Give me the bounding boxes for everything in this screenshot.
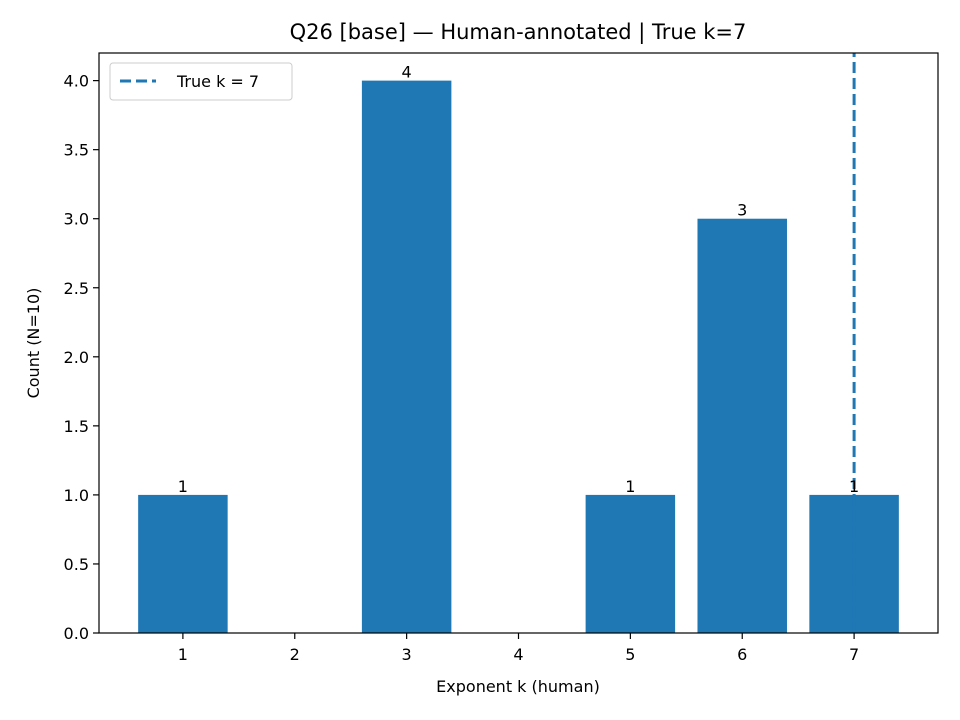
x-tick-label: 4 bbox=[513, 645, 523, 664]
x-axis-label: Exponent k (human) bbox=[436, 677, 600, 696]
bar-k-3 bbox=[361, 80, 452, 634]
x-tick-label: 7 bbox=[849, 645, 859, 664]
bar-value-label-k-3: 4 bbox=[402, 63, 412, 82]
bars-layer bbox=[138, 80, 899, 634]
bar-k-1 bbox=[138, 494, 228, 633]
x-tick-label: 3 bbox=[402, 645, 412, 664]
y-tick-label: 2.5 bbox=[64, 279, 89, 298]
y-tick-label: 4.0 bbox=[64, 72, 89, 91]
bar-k-5 bbox=[585, 494, 676, 633]
x-axis-ticks: 1 2 3 4 5 6 7 bbox=[178, 633, 859, 664]
bar-value-label-k-6: 3 bbox=[737, 201, 747, 220]
bar-k-6 bbox=[697, 218, 787, 633]
x-tick-label: 1 bbox=[178, 645, 188, 664]
bar-value-labels: 1 4 1 3 1 bbox=[178, 63, 859, 496]
legend-entry-label: True k = 7 bbox=[176, 72, 259, 91]
y-axis-label: Count (N=10) bbox=[24, 288, 43, 399]
bar-value-label-k-1: 1 bbox=[178, 477, 188, 496]
x-tick-label: 6 bbox=[737, 645, 747, 664]
y-tick-label: 1.5 bbox=[64, 417, 89, 436]
chart-title: Q26 [base] — Human-annotated | True k=7 bbox=[290, 20, 747, 45]
bar-value-label-k-7: 1 bbox=[849, 477, 859, 496]
y-tick-label: 0.5 bbox=[64, 555, 89, 574]
y-tick-label: 2.0 bbox=[64, 348, 89, 367]
y-tick-label: 3.5 bbox=[64, 141, 89, 160]
y-tick-label: 1.0 bbox=[64, 486, 89, 505]
legend-box bbox=[109, 62, 293, 101]
x-tick-label: 2 bbox=[290, 645, 300, 664]
y-tick-label: 3.0 bbox=[64, 210, 89, 229]
x-tick-label: 5 bbox=[625, 645, 635, 664]
y-tick-label: 0.0 bbox=[64, 624, 89, 643]
legend: True k = 7 bbox=[109, 62, 293, 101]
bar-value-label-k-5: 1 bbox=[625, 477, 635, 496]
y-axis-ticks: 0.0 0.5 1.0 1.5 2.0 2.5 3.0 3.5 4.0 bbox=[64, 72, 99, 643]
